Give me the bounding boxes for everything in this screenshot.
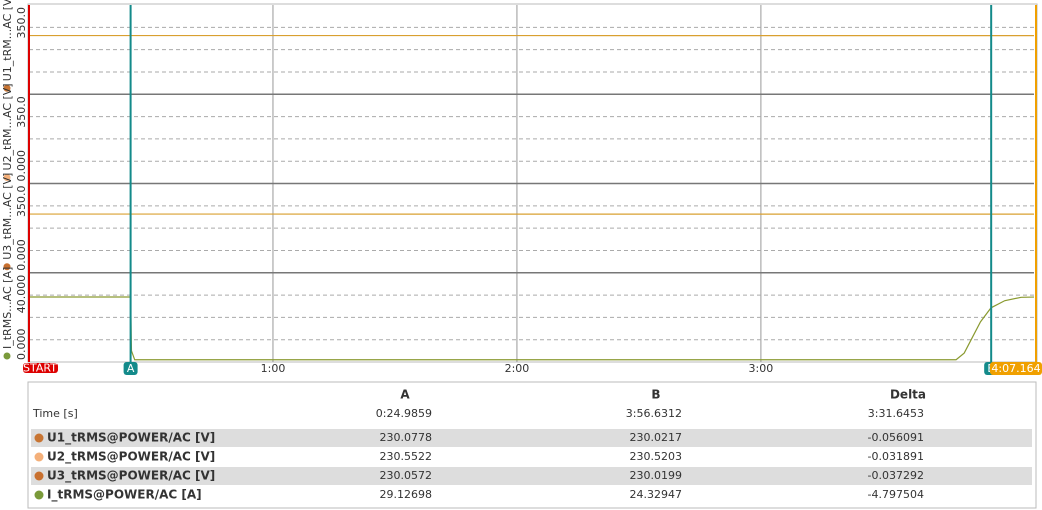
- axis-label: I_tRMS...AC [A]: [1, 267, 14, 349]
- row-name: U1_tRMS@POWER/AC [V]: [47, 431, 215, 446]
- cell: 230.0572: [380, 469, 433, 482]
- legend-dot: [3, 352, 11, 360]
- row-dot: [34, 452, 44, 462]
- cell: -0.031891: [868, 450, 924, 463]
- axis-label: U1_tRM...AC [V]: [1, 0, 14, 81]
- cell: 230.0199: [630, 469, 683, 482]
- column-header: A: [400, 388, 410, 402]
- column-header: Delta: [890, 388, 926, 402]
- cell: 230.5203: [630, 450, 683, 463]
- legend-dot: [3, 263, 11, 271]
- cell: 3:31.6453: [868, 407, 924, 420]
- row-name: U3_tRMS@POWER/AC [V]: [47, 469, 215, 484]
- cursor-label[interactable]: A: [127, 362, 135, 375]
- cursor-badge[interactable]: [123, 362, 138, 375]
- cell: -0.056091: [868, 431, 924, 444]
- end-badge: [990, 362, 1042, 375]
- y-tick-label: 40.000: [15, 275, 28, 314]
- cell: 230.0217: [630, 431, 683, 444]
- x-tick-label: 1:00: [261, 362, 286, 375]
- row-name: I_tRMS@POWER/AC [A]: [47, 488, 202, 503]
- y-tick-label: 350.0: [15, 7, 28, 39]
- y-tick-label: 0.000: [15, 239, 28, 271]
- cell: 3:56.6312: [626, 407, 682, 420]
- cell: 230.0778: [380, 431, 433, 444]
- cell: 230.5522: [380, 450, 433, 463]
- cell: -4.797504: [868, 488, 924, 501]
- y-tick-label: 350.0: [15, 96, 28, 128]
- row-band: [31, 429, 1032, 447]
- row-label: Time [s]: [32, 407, 78, 420]
- cell: 0:24.9859: [376, 407, 432, 420]
- cell: 24.32947: [630, 488, 683, 501]
- legend-dot: [3, 174, 11, 181]
- row-band: [31, 467, 1032, 485]
- row-name: U2_tRMS@POWER/AC [V]: [47, 450, 215, 465]
- start-badge: [23, 363, 58, 373]
- row-dot: [34, 433, 44, 443]
- axis-label: U3_tRM...AC [V]: [1, 173, 14, 260]
- axis-label: U2_tRM...AC [V]: [1, 83, 14, 170]
- y-tick-label: 350.0: [15, 186, 28, 218]
- cell: 29.12698: [380, 488, 433, 501]
- y-tick-label: 0.000: [15, 329, 28, 361]
- start-label: START: [23, 362, 57, 375]
- row-dot: [34, 471, 44, 481]
- column-header: B: [651, 388, 660, 402]
- legend-dot: [3, 84, 11, 92]
- x-tick-label: 2:00: [505, 362, 530, 375]
- end-label: 4:07.164: [991, 362, 1040, 375]
- cell: -0.037292: [868, 469, 924, 482]
- row-dot: [34, 490, 44, 500]
- x-tick-label: 3:00: [749, 362, 774, 375]
- y-tick-label: 0.000: [15, 150, 28, 182]
